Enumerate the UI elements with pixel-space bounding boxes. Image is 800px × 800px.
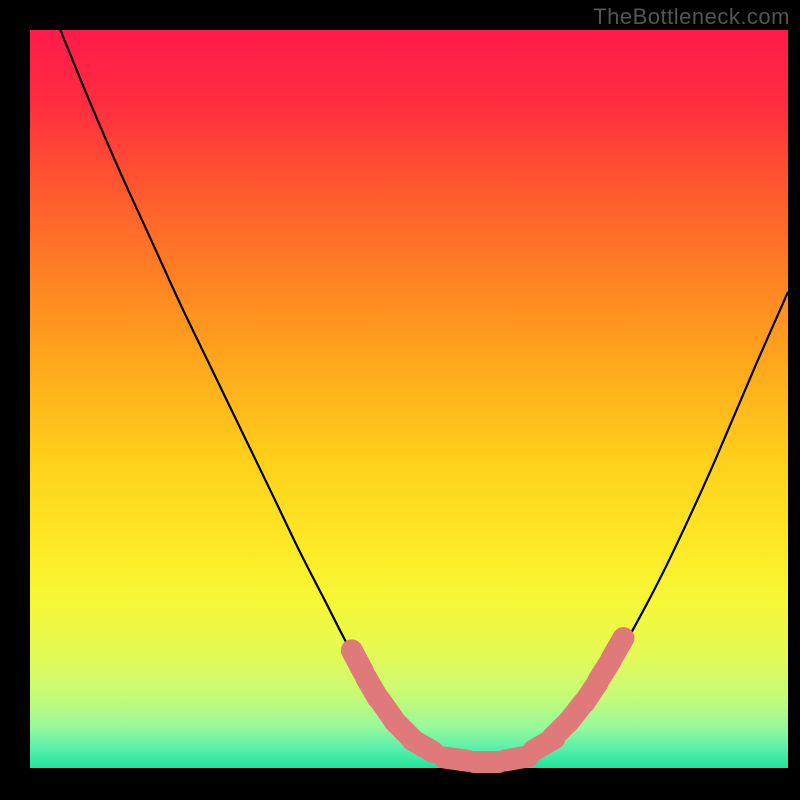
bottleneck-chart (0, 0, 800, 800)
plot-background (30, 30, 788, 768)
watermark-text: TheBottleneck.com (593, 4, 790, 30)
chart-stage: TheBottleneck.com (0, 0, 800, 800)
